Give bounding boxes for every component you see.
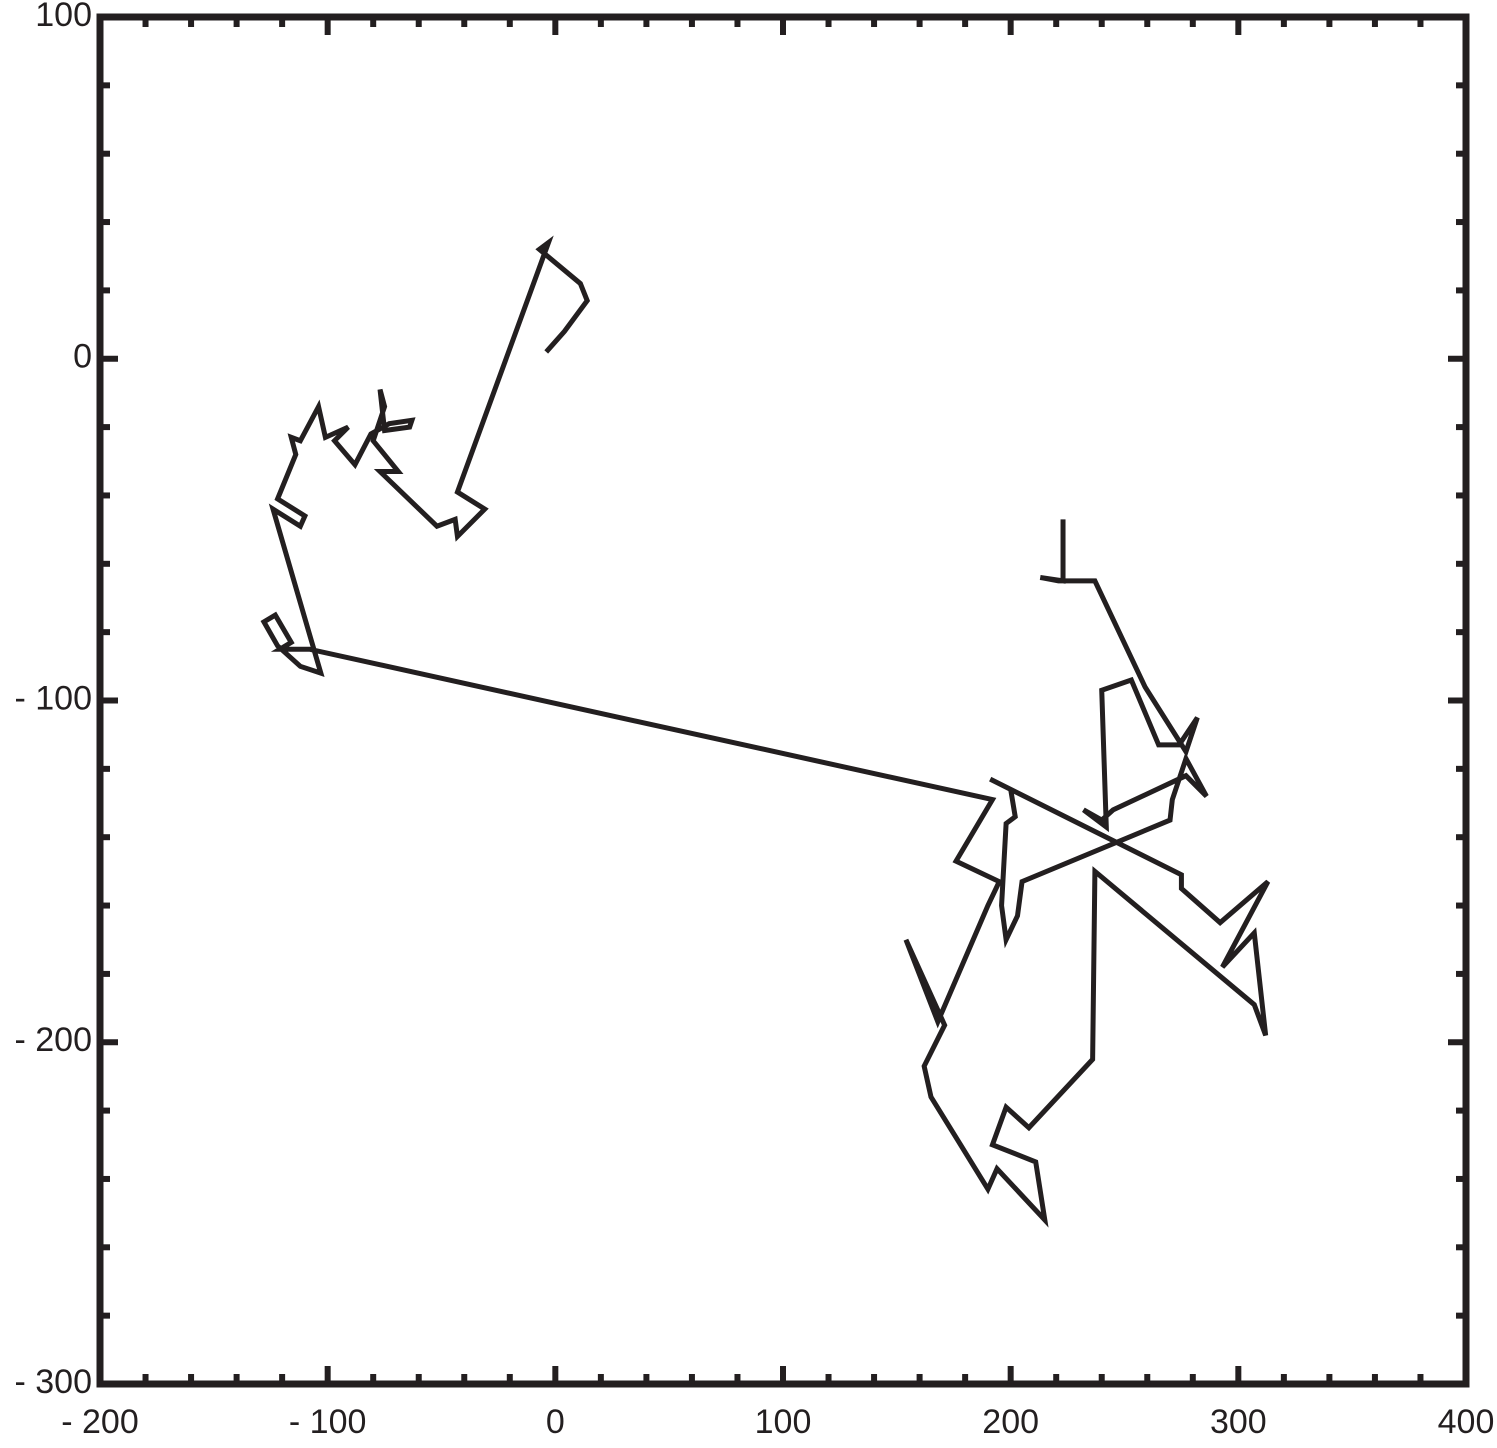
x-tick-label: 400 bbox=[1438, 1403, 1495, 1441]
y-tick-label: - 300 bbox=[15, 1363, 93, 1401]
y-tick-label: - 200 bbox=[15, 1021, 93, 1059]
x-tick-label: 100 bbox=[755, 1403, 812, 1441]
x-tick-label: 300 bbox=[1210, 1403, 1267, 1441]
data-line bbox=[260, 235, 1271, 1228]
y-tick-label: - 100 bbox=[15, 679, 93, 717]
x-tick-label: - 100 bbox=[289, 1403, 367, 1441]
y-tick-label: 0 bbox=[73, 338, 92, 376]
x-tick-label: - 200 bbox=[61, 1403, 139, 1441]
plot-frame bbox=[96, 13, 1470, 1388]
y-tick-label: 100 bbox=[35, 0, 92, 34]
x-tick-label: 0 bbox=[546, 1403, 565, 1441]
x-tick-label: 200 bbox=[982, 1403, 1039, 1441]
